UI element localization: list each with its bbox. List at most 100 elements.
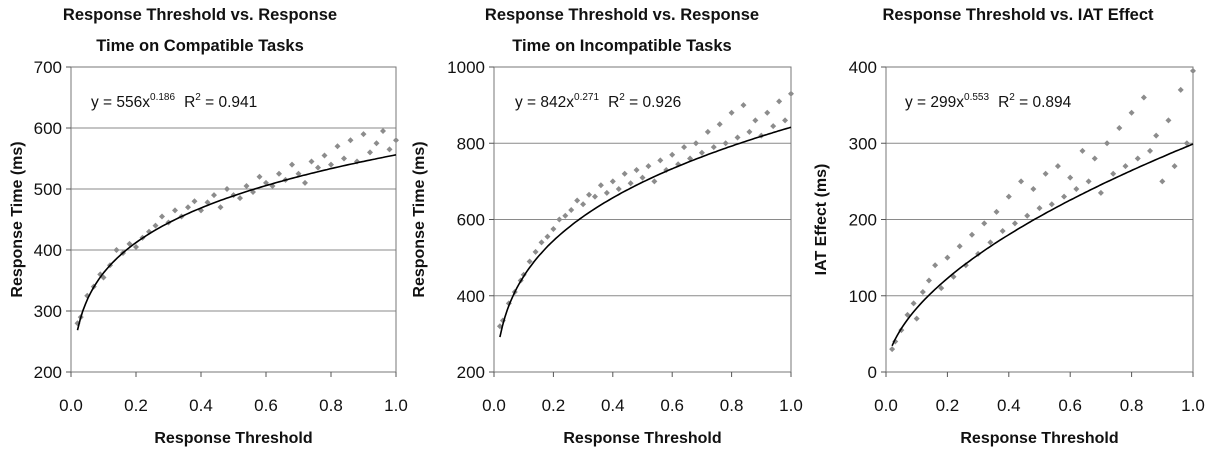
data-point [586, 191, 593, 198]
data-point [919, 288, 926, 295]
x-tick-label: 0.6 [254, 396, 278, 415]
data-point [1122, 163, 1129, 170]
data-point [770, 123, 777, 130]
data-point [1067, 174, 1074, 181]
x-tick-label: 0.2 [542, 396, 566, 415]
chart-title-line: Time on Compatible Tasks [96, 37, 304, 55]
data-point [687, 155, 694, 162]
data-point [367, 149, 373, 156]
chart-title-line: Response Threshold vs. Response [485, 6, 759, 24]
data-point [987, 239, 994, 246]
data-point [1140, 94, 1147, 101]
data-point [621, 170, 628, 177]
data-point [526, 258, 533, 265]
equation-exponent: 0.553 [964, 92, 989, 103]
data-point [315, 164, 321, 171]
chart-incompatible-panel: Response Threshold vs. Response Time on I… [404, 0, 808, 449]
y-tick-label: 300 [34, 302, 62, 321]
x-tick-label: 0.0 [874, 396, 898, 415]
data-point [645, 163, 652, 170]
data-point [1011, 220, 1018, 227]
x-tick-label: 0.8 [1120, 396, 1144, 415]
data-point [913, 315, 920, 322]
r2-exponent: 2 [1009, 92, 1015, 103]
data-point [1134, 155, 1141, 162]
data-point [910, 300, 917, 307]
data-point [651, 178, 658, 185]
y-tick-label: 500 [34, 180, 62, 199]
x-tick-label: 0.2 [124, 396, 148, 415]
data-point [627, 180, 634, 187]
x-axis-label: Response Threshold [154, 430, 312, 447]
r2-exponent: 2 [195, 92, 201, 103]
chart-compatible: Response Threshold vs. Response Time on C… [9, 6, 408, 447]
y-tick-label: 200 [34, 363, 62, 382]
trendline-equation: y = 556x0.186 R2 = 0.941 [91, 92, 257, 111]
data-point [981, 220, 988, 227]
y-axis-label: Response Time (ms) [9, 141, 26, 297]
data-point [788, 90, 794, 97]
data-point [722, 140, 729, 147]
data-point [532, 248, 539, 255]
data-point [574, 197, 581, 204]
data-point [373, 140, 380, 147]
data-point [1048, 201, 1055, 208]
data-point [347, 137, 354, 144]
trendline-equation: y = 842x0.271 R2 = 0.926 [515, 92, 681, 111]
data-point [1005, 193, 1012, 200]
data-point [764, 109, 771, 116]
data-point [710, 144, 717, 151]
data-point [639, 174, 646, 181]
data-point [956, 243, 963, 250]
y-axis-label: Response Time (ms) [411, 141, 428, 297]
data-point [615, 186, 622, 192]
data-point [393, 137, 399, 144]
data-point [681, 144, 688, 151]
trendline [891, 143, 1194, 347]
data-point [1061, 193, 1068, 200]
y-tick-label: 400 [849, 58, 877, 77]
x-tick-label: 0.8 [720, 396, 744, 415]
data-point [962, 262, 969, 269]
equation-base: y = 842x [515, 94, 574, 111]
data-point [704, 128, 711, 135]
data-point [1030, 186, 1037, 192]
data-point [1159, 178, 1166, 185]
x-tick-label: 1.0 [779, 396, 803, 415]
data-point [657, 157, 664, 164]
data-point [289, 161, 295, 168]
y-tick-label: 200 [457, 363, 485, 382]
r2-value: = 0.894 [1015, 94, 1072, 111]
x-tick-label: 1.0 [1181, 396, 1205, 415]
y-tick-label: 400 [457, 287, 485, 306]
r2-value: = 0.941 [201, 94, 257, 111]
r2-value: = 0.926 [625, 94, 681, 111]
data-point [591, 193, 598, 200]
y-tick-label: 800 [457, 134, 485, 153]
data-point [609, 178, 616, 185]
y-tick-label: 600 [457, 211, 485, 230]
data-point [1018, 178, 1025, 185]
data-point [276, 170, 282, 177]
plot-area-border [70, 66, 397, 373]
y-tick-label: 600 [34, 119, 62, 138]
x-tick-label: 0.6 [660, 396, 684, 415]
data-point [328, 161, 334, 168]
equation-exponent: 0.271 [574, 92, 599, 103]
data-point [159, 213, 165, 220]
data-point [950, 273, 957, 280]
trendline-equation: y = 299x0.553 R2 = 0.894 [905, 92, 1072, 111]
data-point [172, 207, 178, 214]
data-point [544, 233, 551, 240]
data-point [505, 300, 512, 307]
data-point [133, 243, 139, 250]
data-point [380, 128, 386, 135]
data-point [334, 143, 341, 150]
data-point [1042, 170, 1049, 177]
data-point [556, 216, 563, 223]
data-point [782, 117, 789, 124]
data-point [1073, 186, 1080, 192]
data-point [698, 149, 705, 156]
r2-exponent: 2 [619, 92, 625, 103]
equation-base: y = 299x [905, 94, 964, 111]
